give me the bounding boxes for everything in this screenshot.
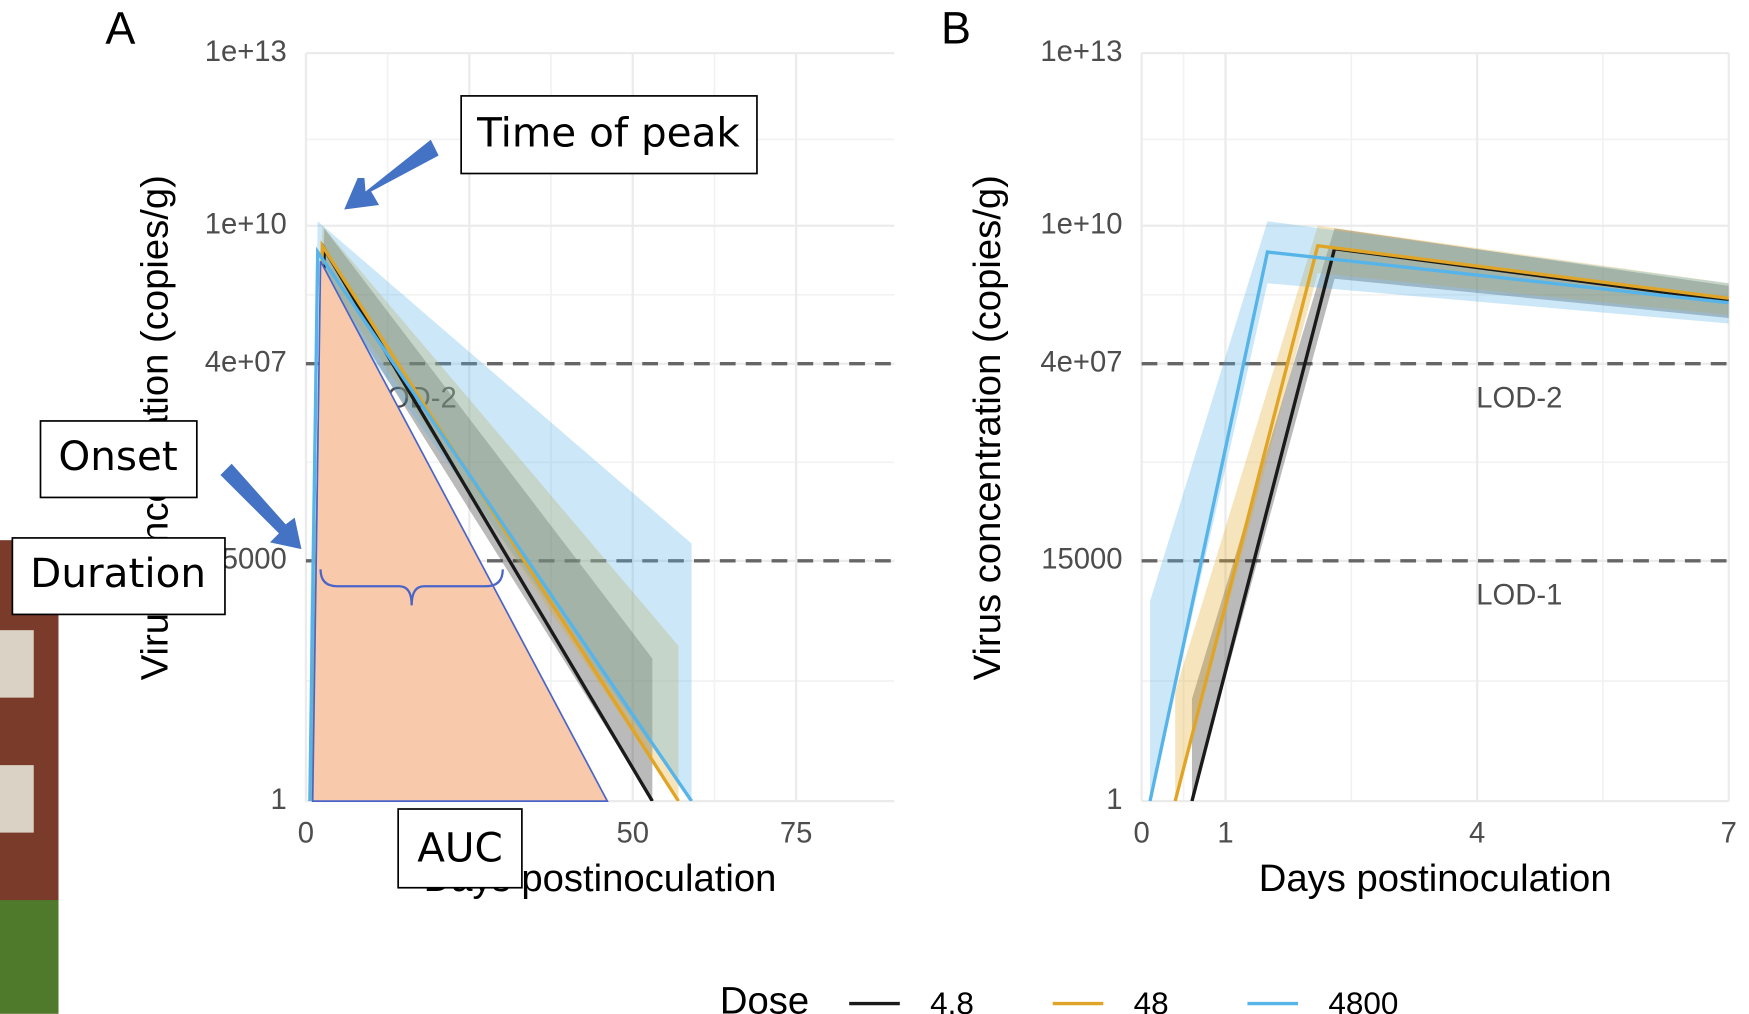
x-tick-label: 0 xyxy=(1133,818,1149,850)
y-tick-label: 1e+13 xyxy=(1040,36,1122,68)
annotation-box xyxy=(39,420,198,499)
reference-label: LOD-2 xyxy=(1476,382,1562,414)
line xyxy=(308,246,693,802)
reference-label: LOD-1 xyxy=(1476,580,1562,612)
line xyxy=(1148,250,1729,802)
background-photo xyxy=(0,540,59,1014)
annotations: Time of peak Onset Duration AUC xyxy=(11,95,758,889)
y-tick-label: 1e+13 xyxy=(205,36,287,68)
x-tick-label: 0 xyxy=(298,818,314,850)
x-axis-title: Days postinoculation xyxy=(1259,857,1612,900)
onset-arrow xyxy=(220,463,302,550)
ribbon xyxy=(1150,221,1729,802)
y-tick-label: 15000 xyxy=(1041,544,1122,576)
annotation: Onset xyxy=(58,432,177,480)
annotation: Duration xyxy=(30,549,206,597)
x-tick-label: 4 xyxy=(1469,818,1485,850)
ribbon xyxy=(309,221,692,802)
x-tick-label: 50 xyxy=(616,818,649,850)
annotation: AUC xyxy=(417,824,503,872)
legend-label: 48 xyxy=(1134,985,1169,1014)
annotation-box xyxy=(11,537,226,616)
y-tick-label: 1 xyxy=(1106,784,1122,816)
panel-label: A xyxy=(105,3,135,54)
plot-area xyxy=(308,221,693,802)
auc-area xyxy=(311,260,609,802)
ribbon xyxy=(1191,228,1729,802)
x-tick-label: 7 xyxy=(1721,818,1737,850)
annotation-box xyxy=(460,95,758,175)
y-tick-label: 1 xyxy=(271,784,287,816)
y-tick-label: 1e+10 xyxy=(1040,208,1122,240)
y-tick-label: 4e+07 xyxy=(205,346,287,378)
panel-label: B xyxy=(941,3,971,54)
legend-title: Dose xyxy=(720,980,809,1014)
y-axis-title: Virus concentration (copies/g) xyxy=(966,175,1009,680)
peak-arrow xyxy=(344,139,439,210)
annotation-box xyxy=(397,808,523,889)
duration-brace xyxy=(319,569,504,606)
line xyxy=(1173,243,1729,802)
x-tick-label: 75 xyxy=(780,818,813,850)
legend-label: 4800 xyxy=(1328,985,1398,1014)
plot-area xyxy=(1148,221,1729,802)
x-tick-label: 1 xyxy=(1217,818,1233,850)
y-tick-label: 1e+10 xyxy=(205,208,287,240)
legend-label: 4.8 xyxy=(930,985,974,1014)
line xyxy=(1190,246,1729,802)
legend: Dose 4.8 48 4800 xyxy=(720,980,1399,1014)
ribbon xyxy=(1175,225,1729,802)
annotation: Time of peak xyxy=(476,108,740,156)
y-tick-label: 4e+07 xyxy=(1040,346,1122,378)
